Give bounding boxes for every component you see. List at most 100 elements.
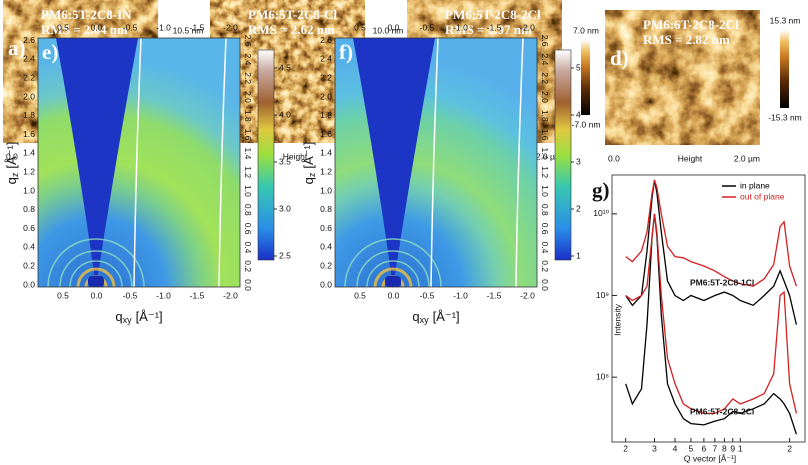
- x-start: 0.0: [608, 153, 620, 163]
- qz-tick-label: 1.2: [23, 166, 35, 176]
- blind-wedge: [353, 38, 435, 287]
- qz-tick-label-right: 1.6: [540, 129, 550, 141]
- qz-tick-label: 1.0: [23, 185, 35, 195]
- qz-tick-label: 0.8: [23, 204, 35, 214]
- qz-tick-label-right: 1.0: [540, 185, 550, 197]
- subscript: z: [307, 172, 317, 177]
- qxy-tick-label: -1.5: [190, 290, 205, 300]
- legend-label: in plane: [740, 180, 770, 190]
- qz-tick-label-right: 1.4: [243, 147, 253, 159]
- qz-tick-label: 0.6: [23, 223, 35, 233]
- x-start: 0.0: [6, 151, 18, 161]
- qxy-tick-label: 0.0: [91, 290, 103, 300]
- qxy-tick-label-top: -2.0: [520, 22, 535, 32]
- qz-tick-label: 1.4: [320, 148, 332, 158]
- qz-tick-label: 0.4: [23, 242, 35, 252]
- qz-tick-label-right: 0.2: [540, 260, 550, 272]
- ring: [356, 250, 430, 287]
- qz-tick-label-right: 0.0: [243, 279, 253, 291]
- qz-tick-label-right: 0.6: [243, 223, 253, 235]
- x-axis-label: Q vector [Å⁻¹]: [684, 453, 736, 463]
- sample-title: PM6:6T-2C8-2Cl: [643, 17, 739, 32]
- qxy-tick-label: -1.0: [453, 290, 468, 300]
- qz-tick-label-right: 2.0: [243, 91, 253, 103]
- symbol: q: [115, 309, 122, 324]
- x-tick-label: 8: [722, 443, 727, 453]
- symbol: q: [4, 177, 19, 184]
- x-tick-label: 2: [623, 443, 628, 453]
- blind-wedge: [56, 38, 138, 287]
- rms: RMS = 1.97 nm: [445, 22, 532, 37]
- qz-tick-label-right: 1.4: [540, 147, 550, 159]
- qz-tick-label: 2.0: [320, 91, 332, 101]
- symbol: q: [412, 309, 419, 324]
- x-tick-label: 6: [702, 443, 707, 453]
- qxy-tick-label: -0.5: [420, 290, 435, 300]
- annotation: PM6:5T-2C8-1Cl: [690, 277, 754, 287]
- qxy-tick-label-top: 0.5: [57, 22, 69, 32]
- qz-tick-label: 1.6: [23, 129, 35, 139]
- qz-tick-label: 0.2: [23, 260, 35, 270]
- qz-tick-label-right: 0.8: [540, 204, 550, 216]
- detector-gap: [133, 38, 142, 287]
- qz-axis-label: qz [Å⁻¹]: [301, 142, 317, 185]
- ring: [344, 238, 442, 287]
- symbol: q: [301, 177, 316, 184]
- colorbar-tick-label: 5: [576, 62, 581, 72]
- rms: RMS = 2.62 nm: [248, 22, 335, 37]
- colorbar-max: 10.5 nm: [173, 25, 204, 35]
- qz-tick-label-right: 2.6: [540, 35, 550, 47]
- colorbar-tick-label: 2.5: [279, 250, 291, 260]
- panel-label: d): [610, 46, 629, 70]
- x-tick-label: 9: [730, 443, 735, 453]
- qxy-axis-label: qxy [Å⁻¹]: [412, 309, 459, 325]
- subscript: xy: [420, 315, 430, 325]
- unit: [Å⁻¹]: [433, 309, 460, 324]
- unit: [Å⁻¹]: [4, 142, 19, 169]
- qz-tick-label-right: 2.6: [243, 35, 253, 47]
- qxy-tick-label-top: -2.0: [223, 22, 238, 32]
- colorbar-tick-label: 4: [576, 109, 581, 119]
- qz-tick-label-right: 0.0: [540, 279, 550, 291]
- qz-tick-label-right: 2.4: [243, 53, 253, 65]
- qz-tick-label-right: 1.2: [243, 166, 253, 178]
- qz-tick-label-right: 0.6: [540, 223, 550, 235]
- qz-tick-label-right: 0.4: [540, 241, 550, 253]
- frame: [37, 37, 241, 288]
- colorbar-max: 7.0 nm: [573, 25, 599, 35]
- qz-tick-label: 2.4: [23, 54, 35, 64]
- qz-tick-label: 1.6: [320, 129, 332, 139]
- qxy-tick-label-top: 0.0: [91, 22, 103, 32]
- qxy-tick-label: -1.0: [156, 290, 171, 300]
- height-colorbar: [581, 40, 590, 115]
- qz-tick-label: 2.4: [320, 54, 332, 64]
- x-tick-label: 4: [673, 443, 678, 453]
- ring: [366, 260, 420, 287]
- qz-tick-label: 1.4: [23, 148, 35, 158]
- clip: [335, 38, 537, 287]
- clip: [38, 38, 240, 287]
- y-axis-label: Intensity: [612, 303, 622, 335]
- x-label: Height: [283, 151, 308, 161]
- x-label: Height: [678, 153, 703, 163]
- x-tick-label: 1: [738, 443, 743, 453]
- qz-tick-label: 1.8: [23, 110, 35, 120]
- subscript: z: [10, 172, 20, 177]
- qxy-tick-label-top: -1.0: [453, 22, 468, 32]
- qz-tick-label-right: 2.2: [540, 72, 550, 84]
- ring: [76, 267, 116, 287]
- qz-tick-label: 2.6: [23, 35, 35, 45]
- series-line: [625, 179, 798, 287]
- afm-image: [605, 10, 760, 145]
- x-tick-label: 2: [787, 443, 792, 453]
- qz-tick-label: 1.8: [320, 110, 332, 120]
- qxy-tick-label-top: 0.5: [354, 22, 366, 32]
- sample-title: PM6:5T-2C8-IN: [41, 7, 132, 22]
- ring: [373, 267, 413, 287]
- y-tick-label: 10⁸: [596, 371, 609, 381]
- colorbar-tick-label: 3.5: [279, 156, 291, 166]
- series-line: [625, 213, 798, 435]
- qz-tick-label: 0.0: [23, 279, 35, 289]
- frame: [334, 37, 538, 288]
